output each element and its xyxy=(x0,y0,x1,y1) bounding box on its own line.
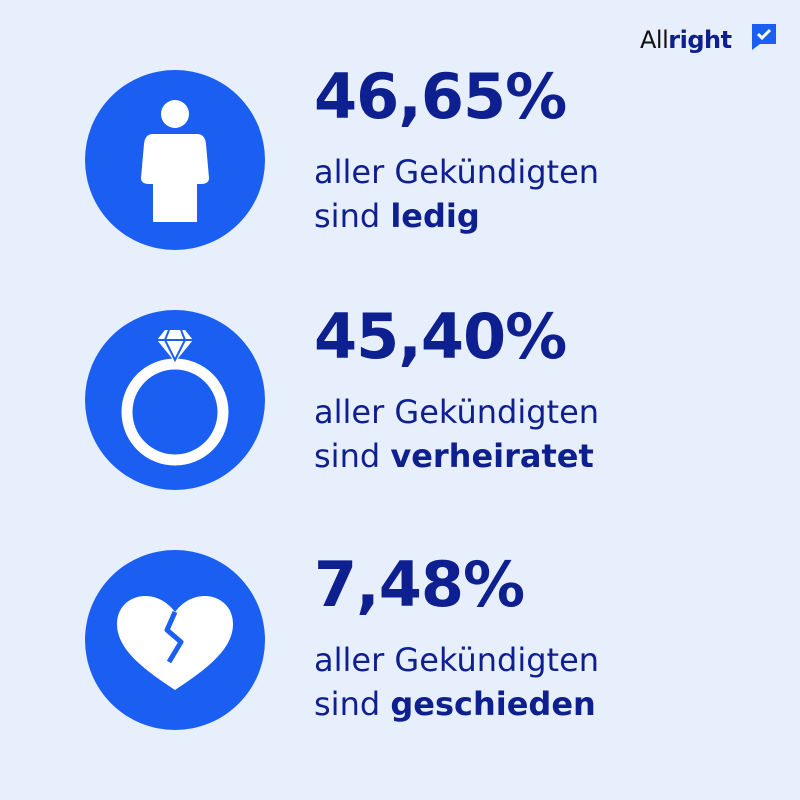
line2: sind verheiratet xyxy=(314,434,599,478)
divorced-icon xyxy=(85,550,265,730)
logo-bold: right xyxy=(668,26,732,54)
logo: Allright xyxy=(640,26,732,54)
line1: aller Gekündigten xyxy=(314,153,600,191)
item: 7,48% aller Gekündigten sind geschieden xyxy=(314,550,599,726)
married-icon xyxy=(85,310,265,490)
logo-prefix: All xyxy=(640,26,669,54)
line1: aller Gekündigten xyxy=(314,641,600,679)
line2-prefix: sind xyxy=(314,437,381,475)
line2: sind geschieden xyxy=(314,682,599,726)
line2: sind ledig xyxy=(314,194,599,238)
line1: aller Gekündigten xyxy=(314,393,600,431)
item: 45,40% aller Gekündigten sind verheirate… xyxy=(314,302,599,478)
percent: 45,40% xyxy=(314,300,567,373)
status: verheiratet xyxy=(390,437,594,475)
status: geschieden xyxy=(390,685,596,723)
line2-prefix: sind xyxy=(314,197,381,235)
status: ledig xyxy=(390,197,480,235)
item: 46,65% aller Gekündigten sind ledig xyxy=(314,62,599,238)
percent: 7,48% xyxy=(314,548,525,621)
line2-prefix: sind xyxy=(314,685,381,723)
percent: 46,65% xyxy=(314,60,567,133)
logo-icon xyxy=(752,24,776,50)
single-icon xyxy=(85,70,265,250)
